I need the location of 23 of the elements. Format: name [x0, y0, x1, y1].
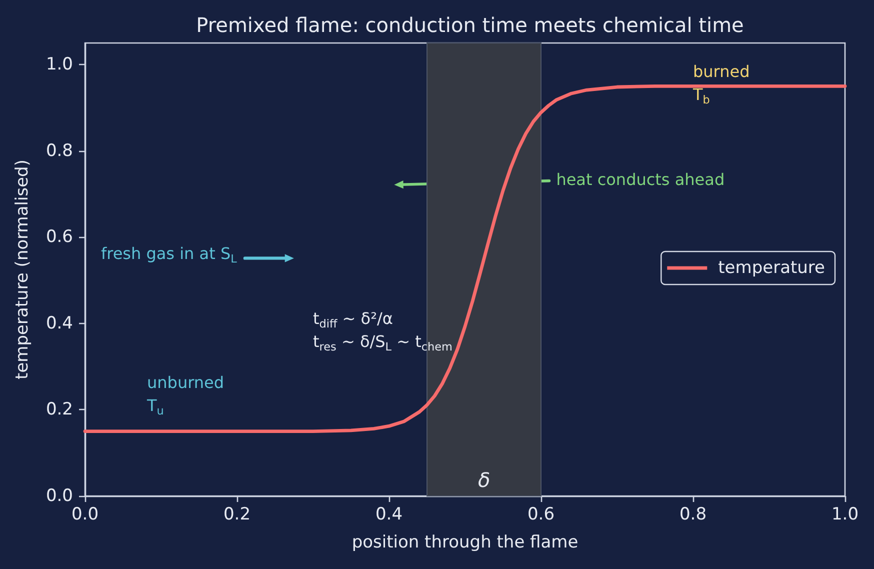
annotation: unburned T$_{u}$: [147, 372, 224, 418]
y-tick-label: 0.6: [46, 227, 73, 248]
text: t$_{diff}$ ~ δ²/α t$_{res}$ ~ δ/S$_{L}$ ~ t$_{chem}$: [313, 309, 452, 354]
legend-label: temperature: [718, 258, 826, 278]
chart-title: Premixed flame: conduction time meets chemical time: [196, 13, 744, 37]
y-tick-label: 0.0: [46, 486, 73, 506]
y-tick-label: 1.0: [46, 54, 73, 75]
y-axis-title: temperature (normalised): [12, 160, 32, 380]
annotation: burned T$_{b}$: [693, 60, 750, 106]
x-tick-label: 0.4: [375, 504, 403, 524]
y-tick-label: 0.2: [46, 400, 73, 420]
annotation: fresh gas in at S$_{L}$: [100, 242, 237, 266]
annotation: heat conducts ahead: [556, 169, 725, 192]
x-tick-label: 1.0: [831, 504, 859, 524]
x-axis-title: position through the flame: [352, 532, 578, 552]
x-tick-label: 0.0: [71, 504, 99, 524]
x-tick-label: 0.8: [679, 504, 707, 524]
band-label: δ: [478, 468, 490, 492]
x-tick-label: 0.6: [527, 504, 555, 524]
y-tick-label: 0.8: [46, 140, 73, 161]
line-series: [83, 84, 847, 433]
y-tick-label: 0.4: [46, 313, 73, 334]
x-tick-label: 0.2: [223, 504, 251, 524]
